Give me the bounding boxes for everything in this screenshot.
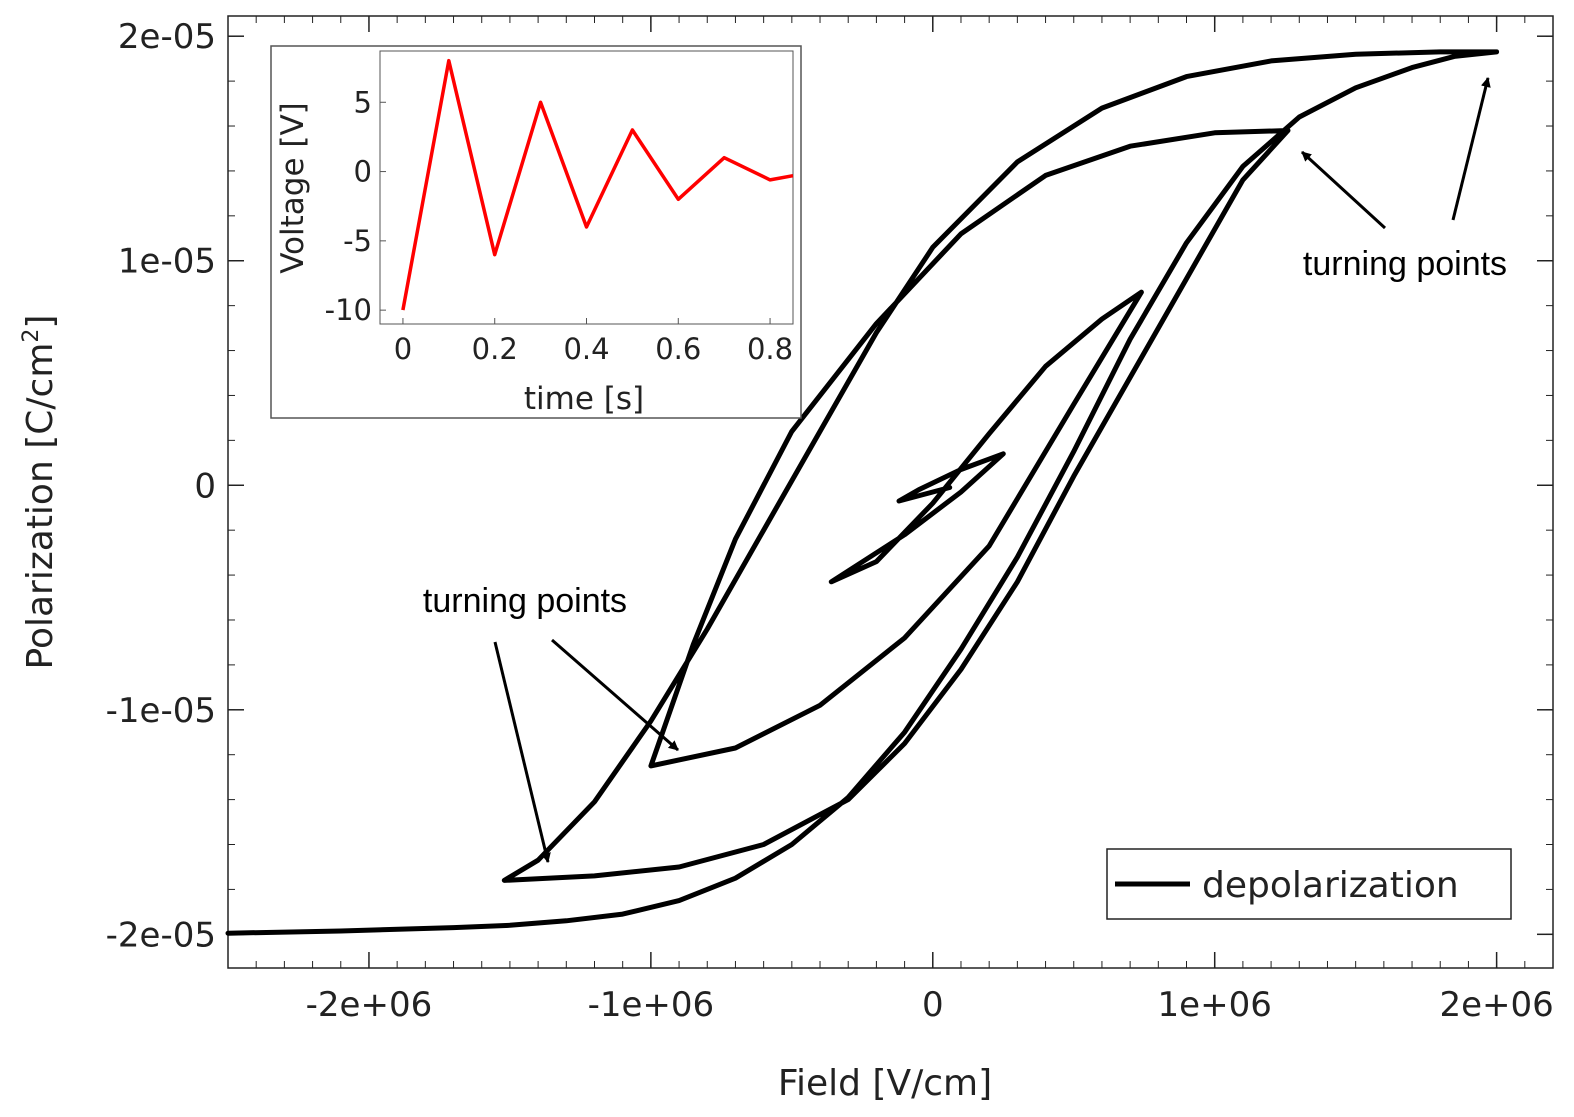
main-series-group [225,49,1500,936]
x-tick-label: -1e+06 [588,985,715,1025]
arrow-turning-point-top-right [1451,77,1491,221]
arrow-turning-point-mid-left [551,638,679,752]
annotation-turning-points-right: turning points [1303,245,1507,283]
inset-y-axis-label: Voltage [V] [275,102,311,274]
x-tick-label: -2e+06 [306,985,433,1025]
main-x-axis-label: Field [V/cm] [778,1063,992,1104]
series-line-depolarization [225,49,1500,936]
annotation-turning-points-left: turning points [423,582,627,620]
legend: depolarization [1106,848,1512,920]
main-y-axis-label: Polarization [C/cm2] [19,315,61,670]
main-axis-ticks: -2e+06 -1e+06 0 1e+06 2e+06 -2e-05 -1e-05 0 1e-0… [106,16,1554,1025]
inset-x-tick-label: 0.2 [472,332,518,366]
arrow-turning-point-upper [1300,150,1387,230]
arrow-turning-point-lower-left [493,641,551,863]
inset-voltage-line [401,58,794,311]
inset-y-tick-label: 0 [354,155,372,189]
inset-y-tick-label: -10 [325,293,372,327]
x-tick-label: 1e+06 [1158,985,1272,1025]
inset-y-tick-label: -5 [343,224,372,258]
inset-x-axis-label: time [s] [524,381,644,417]
inset-x-tick-label: 0.8 [747,332,793,366]
x-tick-label: 0 [922,985,944,1025]
inset-x-tick-label: 0.4 [563,332,609,366]
y-tick-label: -1e-05 [106,691,216,731]
inset-axis-ticks: 0 0.2 0.4 0.6 0.8 -10 -5 0 5 [325,85,793,366]
inset-outer-frame [270,45,802,419]
inset-series-group [401,58,794,311]
inset-x-tick-label: 0 [394,332,412,366]
y-tick-label: -2e-05 [106,915,216,955]
x-tick-label: 2e+06 [1439,985,1553,1025]
y-tick-label: 0 [194,466,216,506]
inset-chart: 0 0.2 0.4 0.6 0.8 -10 -5 0 5 time [s] Voltage [V… [270,45,802,419]
y-tick-label: 1e-05 [118,242,216,282]
inset-x-tick-label: 0.6 [655,332,701,366]
legend-label-depolarization: depolarization [1202,865,1459,906]
y-tick-label: 2e-05 [118,17,216,57]
main-plot-frame [227,15,1554,969]
inset-y-tick-label: 5 [354,85,372,119]
